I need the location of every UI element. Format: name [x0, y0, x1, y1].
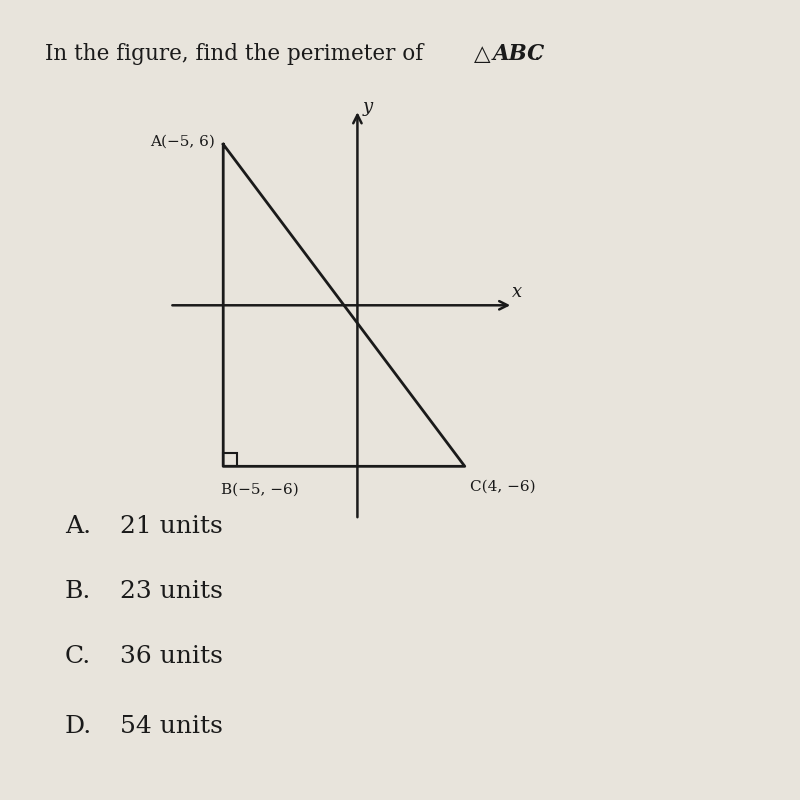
Text: △: △ [474, 43, 490, 65]
Text: y: y [363, 98, 374, 116]
Text: C(4, −6): C(4, −6) [470, 480, 536, 494]
Text: C.: C. [65, 645, 91, 668]
Text: 21 units: 21 units [120, 515, 222, 538]
Text: 36 units: 36 units [120, 645, 223, 668]
Text: D.: D. [65, 715, 92, 738]
Text: 54 units: 54 units [120, 715, 223, 738]
Text: x: x [512, 283, 522, 301]
Text: .: . [534, 43, 541, 65]
Text: B(−5, −6): B(−5, −6) [221, 482, 298, 497]
Text: In the figure, find the perimeter of: In the figure, find the perimeter of [45, 43, 430, 65]
Text: ABC: ABC [493, 43, 546, 65]
Text: A(−5, 6): A(−5, 6) [150, 134, 215, 149]
Text: 23 units: 23 units [120, 580, 223, 603]
Text: A.: A. [65, 515, 91, 538]
Bar [223, 453, 237, 466]
Text: B.: B. [65, 580, 91, 603]
